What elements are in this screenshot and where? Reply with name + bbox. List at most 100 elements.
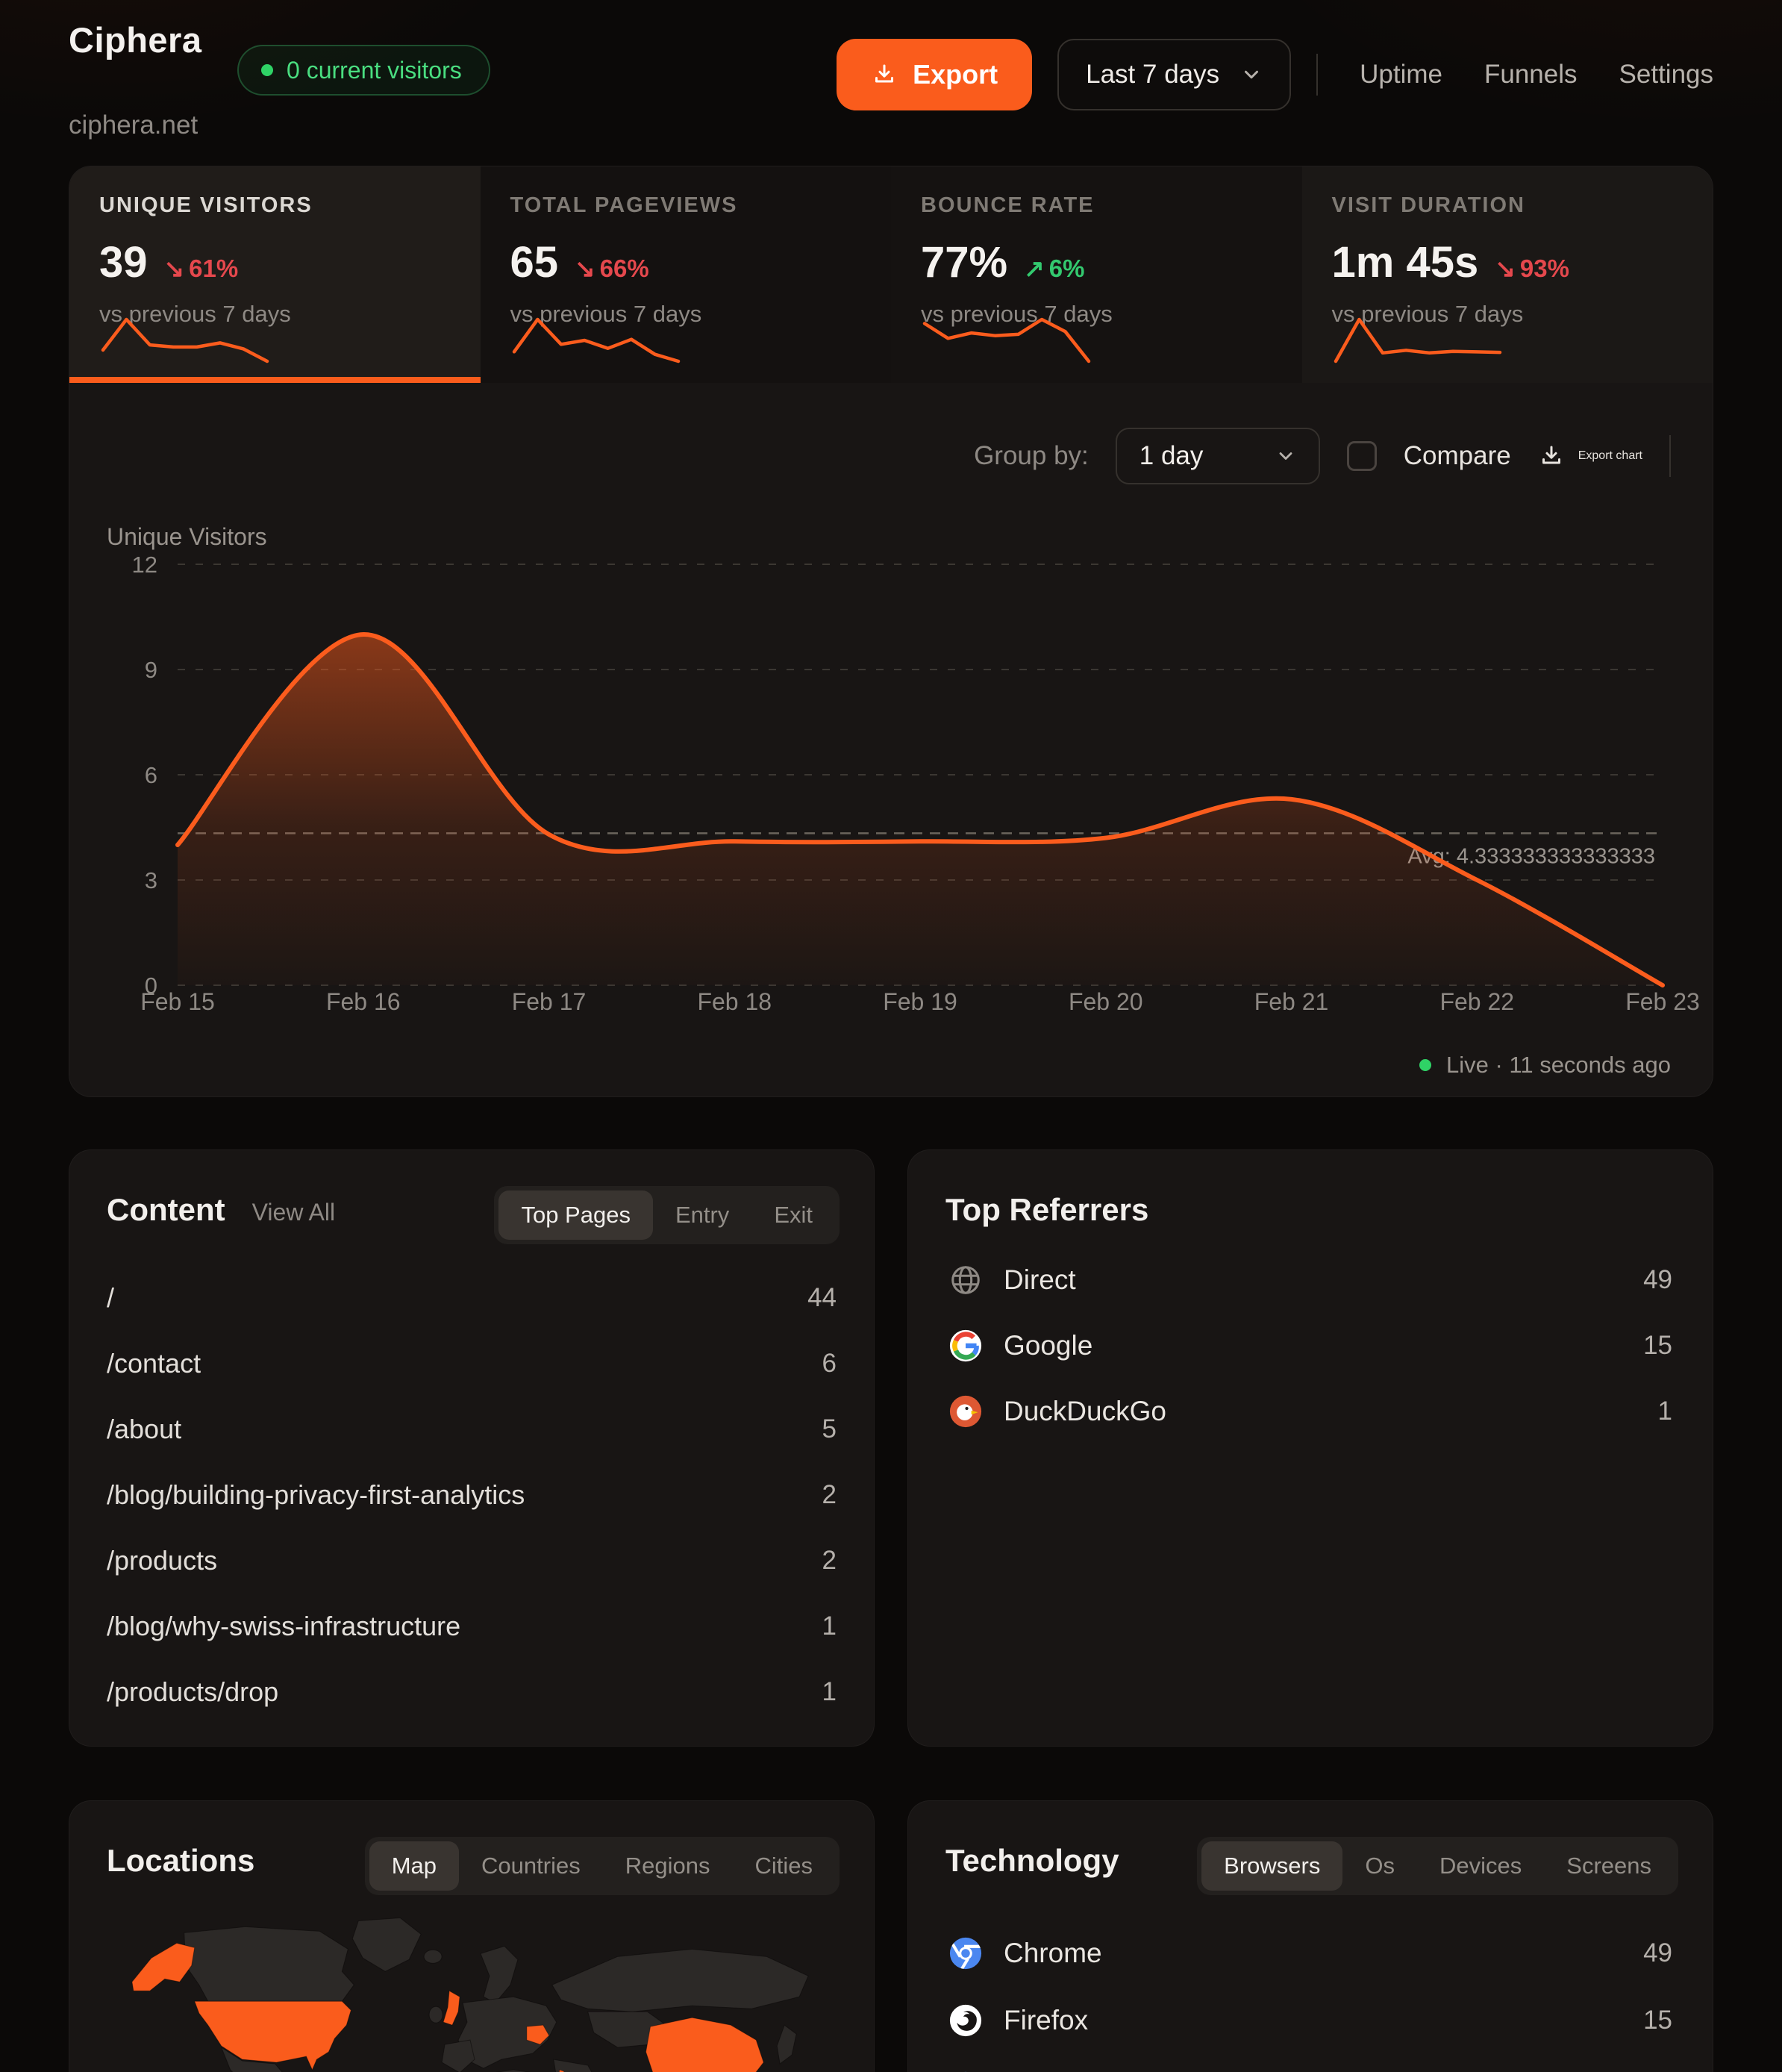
globe-icon	[951, 1266, 980, 1294]
map-mexico	[220, 2046, 283, 2072]
map-iberia	[441, 2039, 475, 2072]
sparkline	[512, 317, 680, 363]
map-iceland	[423, 1949, 443, 1964]
compare-label: Compare	[1403, 441, 1511, 470]
duckduckgo-icon	[949, 1395, 982, 1428]
browser-row-partial[interactable]	[948, 2067, 1672, 2072]
map-usa-highlight	[194, 2000, 351, 2071]
technology-panel: Technology Browsers Os Devices Screens C…	[907, 1800, 1713, 2072]
referrer-row[interactable]: Google 15	[948, 1325, 1672, 1367]
tab-top-pages[interactable]: Top Pages	[498, 1191, 653, 1240]
current-visitors-badge: 0 current visitors	[237, 45, 490, 96]
stat-delta: ↘ 93%	[1495, 255, 1569, 282]
svg-text:0: 0	[145, 973, 157, 999]
stat-delta: ↘ 61%	[163, 255, 239, 282]
download-icon	[875, 64, 894, 83]
svg-text:6: 6	[145, 762, 157, 788]
page-row[interactable]: /products/drop 1	[107, 1676, 837, 1707]
svg-text:Feb 17: Feb 17	[512, 988, 587, 1015]
stat-card-total-pageviews[interactable]: TOTAL PAGEVIEWS 65 ↘ 66% vs previous 7 da…	[480, 166, 891, 383]
export-chart-button[interactable]: Export chart	[1538, 443, 1642, 469]
page-row[interactable]: /blog/building-privacy-first-analytics 2	[107, 1479, 837, 1510]
export-button[interactable]: Export	[837, 39, 1033, 110]
chart-axis-title: Unique Visitors	[107, 523, 267, 550]
stat-label: UNIQUE VISITORS	[99, 193, 313, 217]
stat-delta: ↗ 6%	[1024, 255, 1085, 282]
browser-row[interactable]: Firefox 15	[948, 2000, 1672, 2041]
tab-browsers[interactable]: Browsers	[1201, 1841, 1343, 1891]
tab-cities[interactable]: Cities	[754, 1853, 813, 1879]
locations-tabs: Map Countries Regions Cities	[364, 1837, 840, 1895]
stat-card-unique-visitors[interactable]: UNIQUE VISITORS 39 ↘ 61% vs previous 7 da…	[69, 166, 481, 383]
svg-text:9: 9	[145, 657, 157, 683]
tab-regions[interactable]: Regions	[625, 1853, 710, 1879]
locations-panel-title: Locations	[107, 1843, 255, 1878]
svg-text:Feb 22: Feb 22	[1439, 988, 1514, 1015]
group-by-dropdown[interactable]: 1 day	[1115, 428, 1320, 484]
tab-exit[interactable]: Exit	[774, 1202, 813, 1228]
stat-compare-label: vs previous 7 days	[921, 301, 1113, 327]
stat-value: 77%	[921, 238, 1008, 287]
svg-text:Feb 21: Feb 21	[1254, 988, 1329, 1015]
selected-metric-underline	[69, 377, 481, 383]
map-ireland	[428, 2006, 443, 2023]
stat-compare-label: vs previous 7 days	[1331, 301, 1524, 327]
map-greenland	[351, 1917, 422, 1972]
live-status: Live · 11 seconds ago	[1419, 1052, 1671, 1079]
compare-checkbox[interactable]	[1346, 441, 1377, 471]
referrer-row[interactable]: DuckDuckGo 1	[948, 1391, 1672, 1432]
svg-text:3: 3	[145, 867, 157, 893]
current-visitors-label: 0 current visitors	[287, 56, 462, 84]
svg-text:Feb 19: Feb 19	[883, 988, 957, 1015]
tab-os[interactable]: Os	[1365, 1853, 1395, 1879]
live-dot-icon	[1419, 1059, 1431, 1071]
stat-label: VISIT DURATION	[1331, 193, 1525, 217]
svg-text:Feb 18: Feb 18	[697, 988, 772, 1015]
group-by-label: Group by:	[974, 441, 1089, 470]
browser-row[interactable]: Chrome 49	[948, 1932, 1672, 1974]
map-romania-highlight	[526, 2024, 550, 2045]
stat-label: BOUNCE RATE	[921, 193, 1095, 217]
world-map[interactable]	[96, 1913, 848, 2072]
tab-map[interactable]: Map	[369, 1841, 460, 1891]
view-all-link[interactable]: View All	[251, 1199, 336, 1226]
svg-text:12: 12	[132, 552, 157, 578]
stat-value: 65	[510, 238, 559, 287]
date-range-picker[interactable]: Last 7 days	[1057, 39, 1292, 110]
sparkline	[101, 317, 269, 363]
google-icon	[949, 1329, 982, 1362]
header-toolbar: Export Last 7 days Uptime Funnels Settin…	[837, 39, 1713, 110]
tab-countries[interactable]: Countries	[481, 1853, 581, 1879]
live-dot-icon	[261, 64, 273, 76]
svg-text:Feb 16: Feb 16	[326, 988, 401, 1015]
technology-panel-title: Technology	[945, 1843, 1119, 1878]
tab-entry[interactable]: Entry	[675, 1202, 730, 1228]
tab-screens[interactable]: Screens	[1566, 1853, 1651, 1879]
page-row[interactable]: /contact 6	[107, 1348, 837, 1379]
content-panel: Content View All Top Pages Entry Exit /4…	[69, 1149, 875, 1747]
stat-delta: ↘ 66%	[575, 255, 649, 282]
stat-card-bounce-rate[interactable]: BOUNCE RATE 77% ↗ 6% vs previous 7 days	[891, 166, 1302, 383]
firefox-icon	[949, 2004, 982, 2037]
content-panel-title: Content	[107, 1192, 225, 1227]
site-domain: ciphera.net	[69, 110, 198, 140]
page-row[interactable]: /blog/why-swiss-infrastructure 1	[107, 1611, 837, 1641]
page-row[interactable]: /44	[107, 1282, 837, 1313]
stat-value: 39	[99, 238, 148, 287]
nav-settings[interactable]: Settings	[1619, 60, 1713, 89]
export-button-label: Export	[913, 59, 998, 90]
chart-controls: Group by: 1 day Compare Export chart	[69, 428, 1671, 484]
page-row[interactable]: /products 2	[107, 1545, 837, 1576]
page-row[interactable]: /about 5	[107, 1414, 837, 1444]
nav-uptime[interactable]: Uptime	[1360, 60, 1442, 89]
stat-card-visit-duration[interactable]: VISIT DURATION 1m 45s ↘ 93% vs previous 7…	[1301, 166, 1713, 383]
referrer-row[interactable]: Direct 49	[948, 1259, 1672, 1301]
nav-funnels[interactable]: Funnels	[1484, 60, 1578, 89]
tab-devices[interactable]: Devices	[1439, 1853, 1522, 1879]
svg-text:Feb 23: Feb 23	[1625, 988, 1700, 1015]
map-middle-east	[553, 2059, 593, 2072]
map-scandinavia	[480, 1945, 519, 2003]
header-divider	[1316, 54, 1319, 96]
